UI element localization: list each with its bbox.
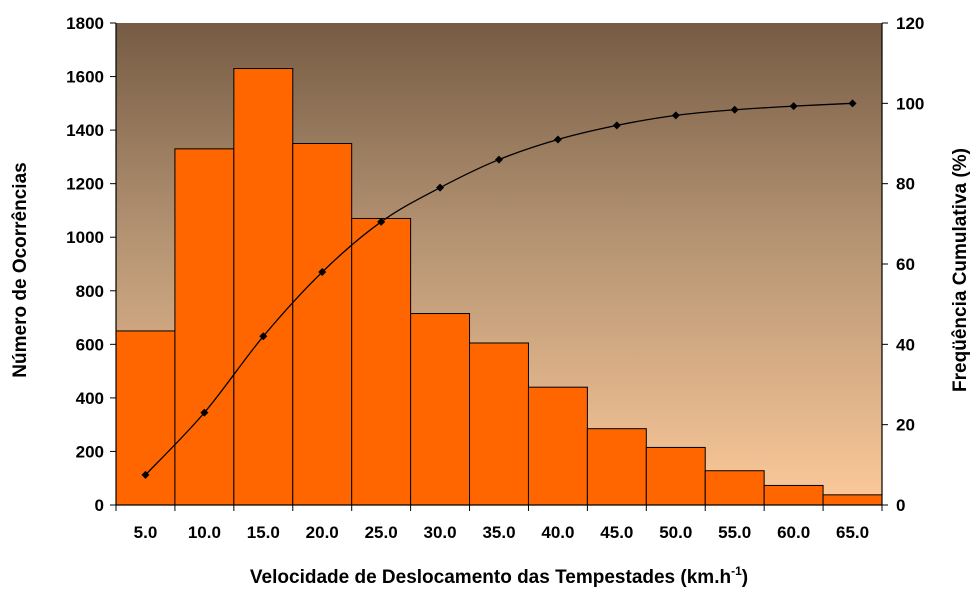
bar-50.0 xyxy=(645,446,706,506)
y2-tick-label: 80 xyxy=(896,175,915,194)
y2-tick-label: 120 xyxy=(896,14,924,33)
y-tick-label: 1000 xyxy=(66,228,104,247)
bar-15.0 xyxy=(233,68,294,506)
y-axis-title: Número de Ocorrências xyxy=(10,162,31,377)
cumulative-line-layer xyxy=(141,99,857,479)
x-axis-title-suffix: ) xyxy=(742,567,748,588)
y-tick-label: 400 xyxy=(76,389,104,408)
x-tick-label: 35.0 xyxy=(482,523,515,542)
axes-layer xyxy=(110,22,888,511)
x-tick-label: 45.0 xyxy=(600,523,633,542)
cumulative-point-40.0 xyxy=(553,135,562,144)
cumulative-point-10.0 xyxy=(200,408,209,417)
bars-layer xyxy=(115,68,883,506)
y-tick-label: 1200 xyxy=(66,175,104,194)
cumulative-point-30.0 xyxy=(436,183,445,192)
y2-tick-label: 0 xyxy=(896,496,905,515)
cumulative-point-50.0 xyxy=(671,111,680,120)
x-tick-label: 60.0 xyxy=(777,523,810,542)
x-tick-label: 50.0 xyxy=(659,523,692,542)
cumulative-point-45.0 xyxy=(612,121,621,130)
bar-30.0 xyxy=(410,313,471,506)
cumulative-point-65.0 xyxy=(848,99,857,108)
x-tick-label: 25.0 xyxy=(365,523,398,542)
bar-55.0 xyxy=(704,470,765,506)
y-tick-label: 1400 xyxy=(66,121,104,140)
cumulative-point-25.0 xyxy=(377,217,386,226)
y-tick-label: 600 xyxy=(76,335,104,354)
x-tick-label: 30.0 xyxy=(424,523,457,542)
cumulative-point-35.0 xyxy=(495,155,503,164)
y2-tick-label: 60 xyxy=(896,255,915,274)
y2-axis-title: Freqüência Cumulativa (%) xyxy=(950,148,971,392)
y-tick-label: 200 xyxy=(76,442,104,461)
x-axis-title-superscript: -1 xyxy=(731,564,742,578)
y2-tick-label: 40 xyxy=(896,335,915,354)
bar-20.0 xyxy=(292,143,353,506)
bar-65.0 xyxy=(822,494,883,506)
x-tick-label: 20.0 xyxy=(306,523,339,542)
bar-10.0 xyxy=(174,148,235,506)
cumulative-point-20.0 xyxy=(318,268,327,277)
cumulative-point-15.0 xyxy=(259,332,268,341)
x-tick-label: 55.0 xyxy=(718,523,751,542)
cumulative-point-55.0 xyxy=(730,105,739,114)
bar-40.0 xyxy=(527,386,588,506)
cumulative-point-5.0 xyxy=(141,470,150,479)
cumulative-point-60.0 xyxy=(789,102,798,111)
y2-tick-label: 100 xyxy=(896,94,924,113)
y-tick-label: 1800 xyxy=(66,14,104,33)
y-tick-label: 0 xyxy=(95,496,104,515)
bar-25.0 xyxy=(351,217,412,506)
x-axis-title-main: Velocidade de Deslocamento das Tempestad… xyxy=(250,567,731,588)
x-tick-label: 65.0 xyxy=(836,523,869,542)
y-tick-label: 1600 xyxy=(66,68,104,87)
x-axis-title: Velocidade de Deslocamento das Tempestad… xyxy=(250,564,748,588)
x-tick-label: 40.0 xyxy=(541,523,574,542)
x-tick-label: 5.0 xyxy=(134,523,158,542)
y-tick-label: 800 xyxy=(76,282,104,301)
x-tick-label: 15.0 xyxy=(247,523,280,542)
bar-5.0 xyxy=(115,330,176,506)
bar-60.0 xyxy=(763,484,824,506)
labels-layer: 0 200 400 600 800 1000 1200 1400 1600 1800 0 20 40 60… xyxy=(66,14,924,542)
cumulative-frequency-line xyxy=(144,102,853,476)
bar-45.0 xyxy=(586,428,647,506)
y2-tick-label: 20 xyxy=(896,416,915,435)
x-tick-label: 10.0 xyxy=(188,523,221,542)
bar-35.0 xyxy=(469,342,529,506)
